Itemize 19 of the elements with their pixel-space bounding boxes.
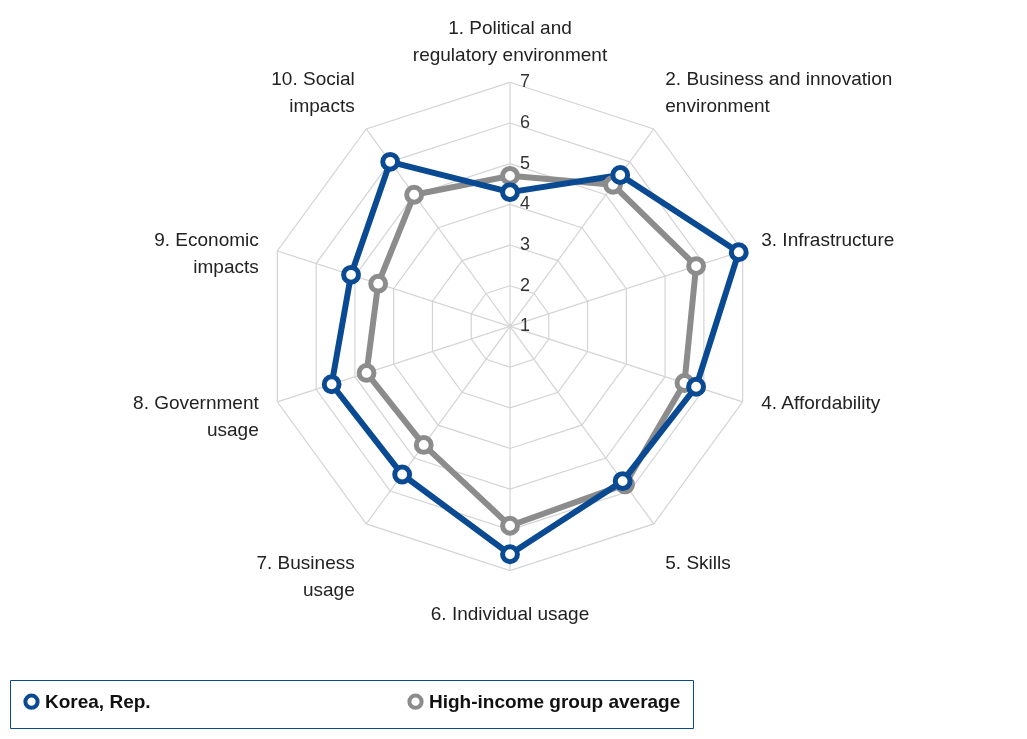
- legend-label: High-income group average: [429, 690, 681, 712]
- spoke-label: 7. Business usage: [256, 552, 355, 601]
- spoke-label: 8. Government usage: [133, 391, 260, 440]
- spoke-label: 2. Business and innovation environment: [665, 67, 893, 116]
- y-tick-label: 5: [520, 152, 531, 173]
- spoke-label: 10. Social impacts: [271, 67, 355, 116]
- y-tick-label: 2: [520, 274, 531, 295]
- spoke-label: 1. Political and regulatory environment: [412, 17, 608, 66]
- spoke-label: 9. Economic impacts: [154, 229, 259, 278]
- y-tick-label: 7: [520, 71, 531, 92]
- spoke-label: 6. Individual usage: [430, 602, 590, 624]
- y-tick-label: 3: [520, 234, 531, 255]
- spoke-label: 3. Infrastructure: [761, 229, 895, 251]
- y-tick-label: 6: [520, 111, 531, 132]
- legend-label: Korea, Rep.: [45, 690, 151, 712]
- spoke-label: 5. Skills: [665, 552, 731, 574]
- y-tick-label: 4: [520, 193, 531, 214]
- spoke-label: 4. Affordability: [761, 391, 881, 413]
- y-tick-label: 1: [520, 315, 531, 336]
